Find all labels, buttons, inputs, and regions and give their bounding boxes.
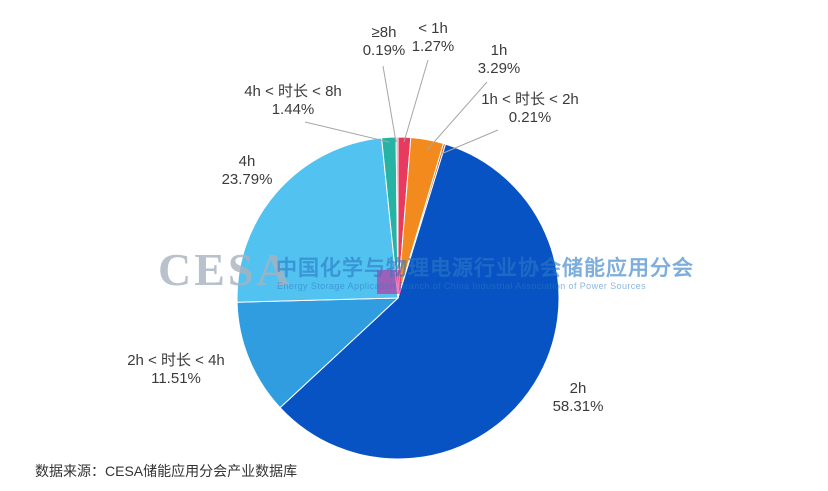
- cesa-logo-text: CESA: [158, 244, 293, 295]
- pie-slice-3: [279, 143, 560, 460]
- cesa-logo-mark: [377, 270, 401, 294]
- leader-line-1h: [426, 81, 488, 151]
- pie-slice-7: [395, 136, 399, 299]
- leader-line-lt1h: [403, 59, 429, 143]
- slice-label-text: 1h < 时长 < 2h: [481, 91, 579, 108]
- slice-label-pct: 23.79%: [221, 171, 273, 188]
- slice-label-pct: 0.21%: [508, 109, 552, 126]
- pie-slice-4: [236, 297, 400, 409]
- leader-line-ge8h: [382, 65, 397, 143]
- pie-slice-5: [236, 137, 399, 303]
- slice-label-ge8h: ≥8h 0.19%: [339, 24, 429, 60]
- watermark-subtitle-en: Energy Storage Application Branch of Chi…: [277, 281, 646, 291]
- slice-label-pct: 11.51%: [151, 370, 201, 387]
- slice-label-pct: 58.31%: [552, 398, 604, 415]
- slice-label-text: 4h: [238, 153, 256, 170]
- slice-label-pct: 0.19%: [362, 42, 406, 59]
- leader-lines: [304, 59, 499, 155]
- data-source-note: 数据来源：CESA储能应用分会产业数据库: [35, 463, 298, 479]
- slice-label-1h: 1h 3.29%: [454, 42, 544, 78]
- slice-label-text: 1h: [490, 42, 508, 59]
- slice-label-text: 2h: [569, 380, 587, 397]
- slice-label-text: < 1h: [418, 20, 448, 37]
- slice-label-text: 2h < 时长 < 4h: [127, 352, 225, 369]
- slice-label-1h-2h: 1h < 时长 < 2h 0.21%: [462, 91, 598, 127]
- slice-label-2h: 2h 58.31%: [533, 380, 623, 416]
- slice-label-pct: 3.29%: [477, 60, 521, 77]
- watermark-title-cn: 中国化学与物理电源行业协会储能应用分会: [276, 257, 694, 280]
- leader-line-1h2h: [440, 129, 499, 155]
- slice-label-text: ≥8h: [371, 24, 397, 41]
- slice-label-pct: 1.44%: [271, 101, 315, 118]
- slice-label-4h: 4h 23.79%: [202, 153, 292, 189]
- slice-label-4h-8h: 4h < 时长 < 8h 1.44%: [225, 83, 361, 119]
- slice-label-pct: 1.27%: [411, 38, 455, 55]
- slice-label-2h-4h: 2h < 时长 < 4h 11.51%: [108, 352, 244, 388]
- slice-label-text: 4h < 时长 < 8h: [244, 83, 342, 100]
- slice-label-lt1h: < 1h 1.27%: [388, 20, 478, 56]
- leader-line-4h8h: [304, 121, 390, 143]
- pie-slices: [236, 136, 560, 460]
